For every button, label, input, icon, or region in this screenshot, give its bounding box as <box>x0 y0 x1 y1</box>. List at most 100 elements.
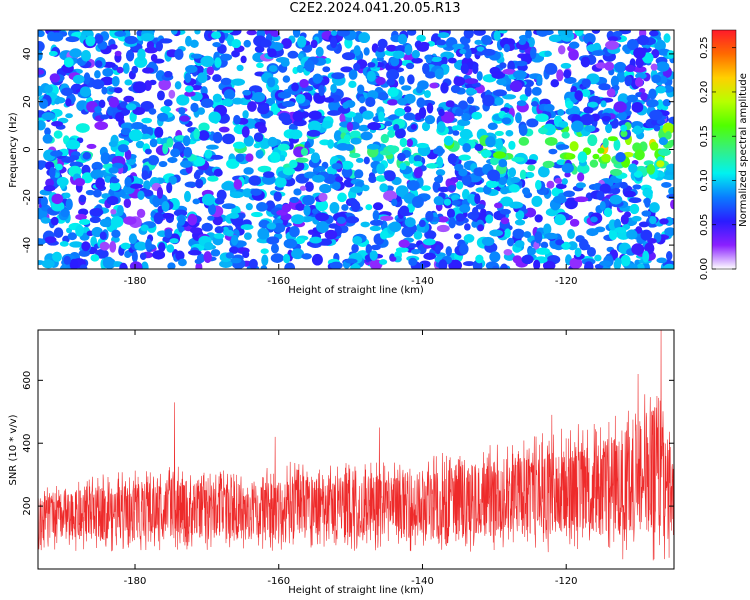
heatmap-cell <box>153 212 164 225</box>
heatmap-cell <box>102 67 114 77</box>
heatmap-cell <box>350 263 361 269</box>
y-tick-label: -40 <box>22 237 33 253</box>
heatmap-cell <box>377 38 388 49</box>
heatmap-cell <box>81 241 91 252</box>
heatmap-cell <box>114 50 122 57</box>
heatmap-cell <box>564 172 571 178</box>
heatmap-cell <box>208 111 222 124</box>
heatmap-cell <box>311 208 319 215</box>
heatmap-cell <box>631 243 645 256</box>
heatmap-cell <box>464 223 471 231</box>
heatmap-cell <box>52 251 62 262</box>
heatmap-cell <box>129 183 143 189</box>
heatmap-cell <box>613 139 621 151</box>
heatmap-cell <box>623 190 636 198</box>
heatmap-cell <box>464 47 472 59</box>
heatmap-cell <box>628 163 638 174</box>
heatmap-cell <box>254 45 265 53</box>
heatmap-cell <box>508 167 517 178</box>
heatmap-cell <box>65 113 73 119</box>
heatmap-cell <box>481 236 495 246</box>
heatmap-cell <box>425 230 436 241</box>
snr-series-line <box>38 330 674 561</box>
heatmap-cell <box>260 39 272 48</box>
heatmap-cell <box>350 137 362 145</box>
heatmap-cell <box>214 57 222 68</box>
heatmap-cell <box>333 130 343 142</box>
heatmap-cell <box>592 153 600 160</box>
heatmap-cell <box>502 94 517 100</box>
heatmap-cell <box>480 149 492 158</box>
heatmap-cell <box>230 234 239 246</box>
heatmap-cell <box>397 152 406 162</box>
heatmap-cell <box>380 133 389 144</box>
heatmap-cell <box>413 231 423 240</box>
heatmap-cell <box>248 258 258 269</box>
heatmap-cell <box>619 181 628 189</box>
heatmap-cell <box>565 100 574 109</box>
heatmap-cell <box>502 68 517 75</box>
heatmap-cell <box>563 69 572 79</box>
heatmap-cell <box>212 41 222 48</box>
heatmap-cell <box>445 100 455 108</box>
heatmap-cell <box>462 143 471 153</box>
heatmap-cell <box>229 191 244 199</box>
heatmap-cell <box>446 208 456 219</box>
heatmap-cell <box>53 130 63 139</box>
heatmap-cell <box>512 228 525 239</box>
heatmap-cell <box>65 98 72 107</box>
heatmap-cell <box>455 108 464 117</box>
heatmap-cell <box>301 253 312 260</box>
heatmap-cell <box>375 175 387 182</box>
heatmap-cell <box>476 71 483 81</box>
heatmap-cell <box>554 214 566 226</box>
heatmap-cell <box>116 66 124 74</box>
heatmap-cell <box>120 242 131 250</box>
heatmap-cell <box>586 44 599 53</box>
heatmap-cell <box>515 112 522 124</box>
heatmap-cell <box>416 85 423 94</box>
heatmap-cell <box>565 152 572 159</box>
heatmap-cell <box>179 115 191 122</box>
heatmap-cell <box>293 188 302 196</box>
heatmap-cell <box>358 32 371 44</box>
heatmap-cell <box>350 200 361 212</box>
heatmap-cell <box>548 148 558 155</box>
heatmap-cell <box>324 229 338 240</box>
heatmap-cell <box>365 204 373 211</box>
heatmap-cell <box>448 217 456 229</box>
heatmap-cell <box>243 135 254 147</box>
heatmap-cell <box>499 208 511 215</box>
heatmap-cell <box>140 261 149 269</box>
heatmap-cell <box>411 195 424 208</box>
y-tick-label: 600 <box>22 371 33 390</box>
heatmap-cell <box>577 151 588 163</box>
heatmap-cell <box>63 57 74 68</box>
heatmap-cell <box>49 73 61 83</box>
heatmap-cell <box>222 98 233 107</box>
colorbar-strip <box>711 29 737 270</box>
heatmap-cell <box>367 62 376 68</box>
heatmap-cell <box>296 64 304 74</box>
heatmap-cell <box>274 176 287 188</box>
colorbar-ticks: 0.00 0.05 0.10 0.15 0.20 0.25 <box>699 37 736 280</box>
heatmap-cell <box>168 175 177 185</box>
heatmap-cell <box>85 189 95 196</box>
heatmap-cell <box>395 247 409 253</box>
heatmap-cell <box>184 72 192 84</box>
heatmap-cell <box>363 47 370 56</box>
heatmap-cell <box>413 161 423 167</box>
heatmap-cell <box>391 198 398 207</box>
heatmap-cell <box>297 53 304 60</box>
heatmap-cell <box>489 251 501 263</box>
heatmap-cell <box>111 236 120 243</box>
heatmap-cell <box>328 99 341 112</box>
heatmap-cell <box>640 92 648 101</box>
heatmap-cell <box>295 157 309 163</box>
heatmap-cell <box>86 143 97 149</box>
heatmap-cell <box>136 208 146 218</box>
heatmap-cell <box>267 77 276 88</box>
heatmap-cell <box>132 107 146 116</box>
heatmap-cell <box>124 149 132 160</box>
heatmap-cell <box>634 77 644 88</box>
